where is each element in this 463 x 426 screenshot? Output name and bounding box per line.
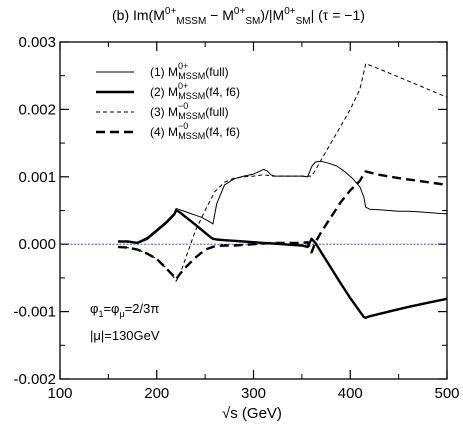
annotation-phase-part: =2/3π [125, 301, 160, 316]
legend-entry: (2) M0+ MSSM(f4, f6) [150, 81, 240, 101]
y-tick-label: 0.001 [18, 169, 56, 186]
title-part: 0+ [165, 6, 177, 17]
annotation-phase-part: =φ [103, 301, 119, 316]
series-line-2 [118, 209, 448, 319]
legend-entry-part: MSSM [178, 131, 205, 141]
legend-entry-part: (full) [205, 105, 228, 119]
title-part: 0+ [284, 6, 296, 17]
x-tick-label: 500 [434, 385, 459, 402]
legend-entry-part: (f4, f6) [205, 85, 240, 99]
legend-entry-part: (3) M [150, 105, 178, 119]
series-line-1 [118, 160, 448, 243]
series-group [117, 63, 448, 319]
y-tick-label: 0.003 [18, 34, 56, 51]
legend-entry-part: MSSM [178, 91, 205, 101]
x-axis-label: √s (GeV) [222, 405, 282, 422]
y-tick-label: -0.001 [13, 304, 56, 321]
title-part: )/|M [260, 7, 284, 23]
x-tick-label: 100 [47, 385, 72, 402]
legend-entry-part: (full) [205, 65, 228, 79]
series-line-4 [117, 170, 448, 281]
x-tick-label: 200 [144, 385, 169, 402]
chart-title: (b) Im(M0+MSSM − M0+SM)/|M0+SM| (τ = −1) [112, 6, 365, 27]
x-tick-label: 400 [338, 385, 363, 402]
title-part: SM [245, 16, 260, 27]
title-part: MSSM [176, 16, 206, 27]
x-tick-label: 300 [241, 385, 266, 402]
legend-entry: (4) M−0 MSSM(f4, f6) [150, 121, 240, 141]
legend-entry-part: 0+ [178, 61, 188, 71]
y-tick-label: 0.000 [18, 236, 56, 253]
legend-entry-part: (f4, f6) [205, 125, 240, 139]
annotation-phase-part: 1 [98, 309, 103, 319]
title-part: − M [206, 7, 234, 23]
y-tick-label: -0.002 [13, 371, 56, 388]
title-part: 0+ [234, 6, 246, 17]
legend-entry: (1) M0+ MSSM(full) [150, 61, 229, 81]
annotation-phase-part: φ [90, 301, 98, 316]
legend-entry-part: MSSM [178, 71, 205, 81]
legend-entry-part: −0 [178, 101, 188, 111]
y-tick-label: 0.002 [18, 101, 56, 118]
annotation-mu: |μ|=130GeV [90, 328, 160, 343]
title-part: (b) Im(M [112, 7, 165, 23]
legend-entry-part: (2) M [150, 85, 178, 99]
legend-entry-part: −0 [178, 121, 188, 131]
legend-entry-part: 0+ [178, 81, 188, 91]
legend-entry: (3) M−0 MSSM(full) [150, 101, 229, 121]
legend-entry-part: (1) M [150, 65, 178, 79]
legend-entry-part: MSSM [178, 111, 205, 121]
annotation-phase: φ1=φμ=2/3π [90, 301, 159, 319]
annotation-phase-part: μ [119, 309, 124, 319]
annotations: φ1=φμ=2/3π |μ|=130GeV [90, 301, 160, 343]
legend-entry-part: (4) M [150, 125, 178, 139]
title-part: SM [296, 16, 311, 27]
legend: (1) M0+ MSSM(full)(2) M0+ MSSM(f4, f6)(3) … [96, 61, 240, 141]
title-part: | (τ = −1) [311, 7, 365, 23]
axis-ticks: 100 200 300 400 500 -0.002 -0.001 0.000 0.001 0.0… [13, 34, 459, 402]
